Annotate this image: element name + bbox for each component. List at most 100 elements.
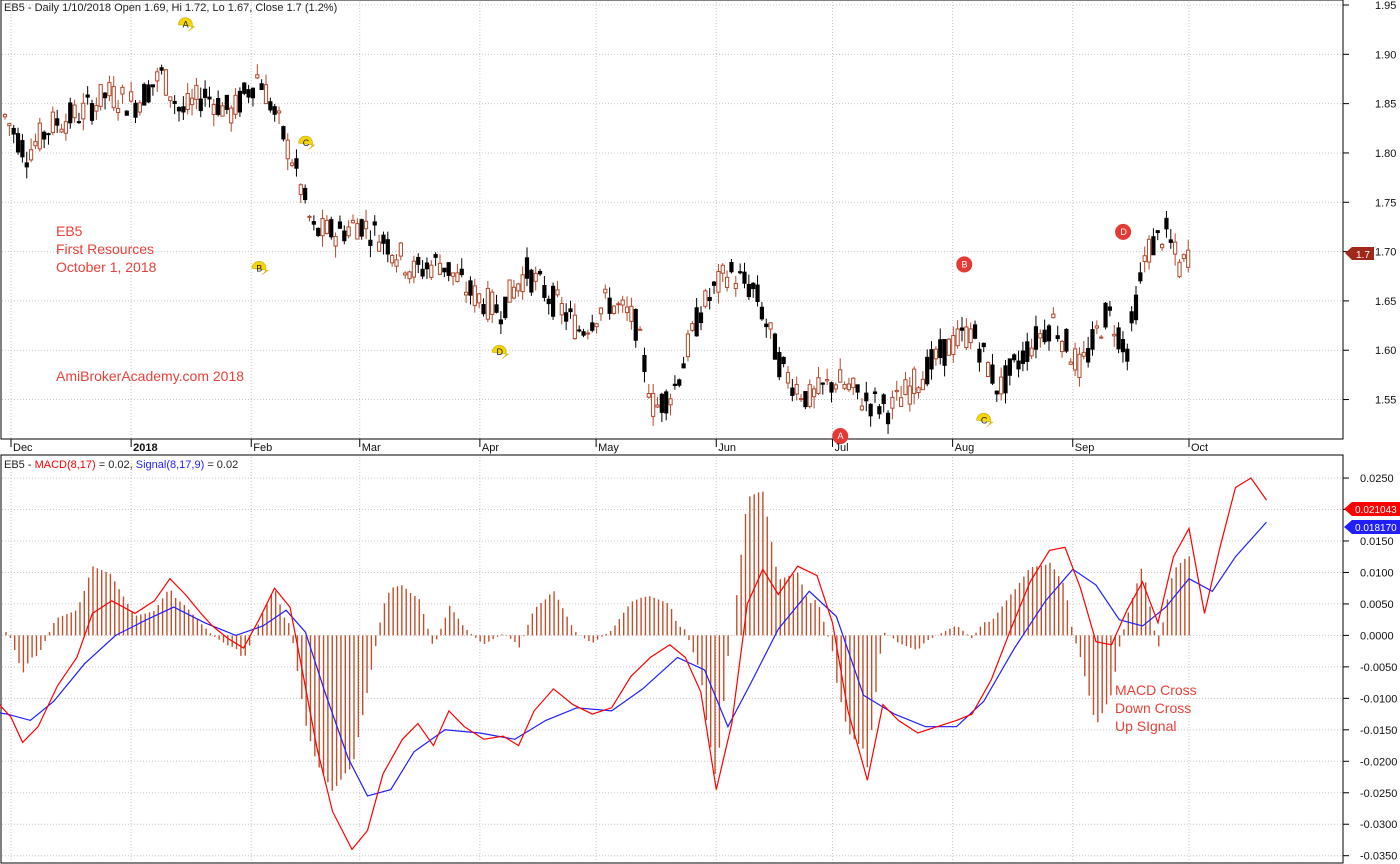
price-candle: [759, 301, 764, 321]
macd-gridlines: [2, 457, 1342, 861]
price-candle: [629, 297, 634, 330]
price-pane[interactable]: A B C D A B C D 1.55 1.60 1.65 1.70 1.75 1.80 1.85 1.9…: [0, 0, 1396, 454]
price-candle: [124, 110, 129, 116]
macd-y-tick-label: 0.0000: [1360, 630, 1394, 642]
price-candle: [133, 99, 138, 124]
signal-marker-b: B: [251, 261, 269, 275]
macd-title: EB5 - MACD(8,17) = 0.02, Signal(8,17,9) …: [4, 459, 238, 471]
price-y-tick-label: 1.80: [1375, 148, 1396, 160]
price-candle: [1138, 262, 1143, 284]
price-candle: [1177, 259, 1182, 278]
price-candle: [59, 123, 64, 134]
price-candle: [864, 381, 869, 412]
price-candle: [281, 125, 286, 142]
price-candle: [333, 232, 338, 258]
macd-y-tick-label: 0.0100: [1360, 567, 1394, 579]
price-candle: [559, 296, 564, 325]
price-y-tick-label: 1.60: [1375, 345, 1396, 357]
price-candle: [377, 234, 382, 252]
signal-marker-letter: D: [496, 347, 503, 357]
price-candle: [1059, 339, 1065, 358]
price-candle: [1051, 307, 1056, 319]
price-candle: [651, 383, 656, 426]
signal-marker-letter: A: [183, 20, 189, 30]
price-candle: [746, 274, 751, 301]
stock-code-label: EB5: [56, 223, 83, 239]
price-candle: [1164, 211, 1169, 238]
signal-value-tag: 0.018170: [1344, 520, 1400, 534]
signal-marker-a: A: [832, 428, 849, 445]
price-candle: [1116, 322, 1121, 354]
price-candle: [790, 378, 795, 402]
price-candle: [946, 337, 952, 356]
price-candle: [1025, 332, 1030, 371]
price-candle: [494, 294, 499, 314]
price-candle: [146, 80, 151, 104]
price-candle: [524, 247, 530, 287]
price-candle: [498, 311, 503, 335]
macd-lines: [0, 477, 1267, 851]
price-candle: [411, 255, 416, 284]
price-candle: [316, 227, 321, 238]
price-y-tick-label: 1.65: [1375, 296, 1396, 308]
price-candle: [933, 346, 938, 366]
price-candle: [94, 97, 99, 120]
price-candle: [1129, 306, 1134, 332]
price-candle: [398, 241, 403, 261]
price-candle: [920, 371, 925, 391]
price-candle: [407, 270, 412, 284]
price-candle: [881, 393, 886, 413]
price-candle: [11, 125, 16, 144]
macd-pane[interactable]: 0.02500.02000.01500.01000.00500.0000-0.0…: [0, 454, 1400, 864]
price-candle: [1120, 331, 1126, 363]
price-candle: [1033, 315, 1039, 359]
price-candle: [424, 257, 430, 280]
price-candle: [738, 263, 743, 275]
signal-marker-d: D: [1115, 223, 1132, 240]
price-candles: [2, 64, 1191, 434]
price-candle: [1077, 347, 1082, 387]
price-candle: [472, 279, 477, 313]
price-candle: [224, 94, 229, 114]
price-candle: [7, 122, 12, 137]
price-candle: [185, 83, 190, 115]
price-candle: [102, 92, 108, 110]
price-candle: [925, 349, 930, 387]
price-candle: [981, 342, 986, 353]
price-candle: [203, 80, 208, 107]
price-candle: [903, 371, 908, 396]
price-candle: [285, 133, 290, 171]
macd-title-prefix: EB5 -: [4, 459, 35, 471]
date-tick-label: Jun: [718, 442, 736, 454]
price-candle: [403, 271, 408, 279]
price-candle: [111, 76, 116, 111]
price-candle: [564, 303, 569, 331]
price-candle: [659, 392, 664, 423]
price-candle: [929, 341, 934, 380]
date-tick-label: Sep: [1075, 442, 1095, 454]
signal-marker-letter: B: [961, 259, 967, 269]
macd-y-tick-label: 0.0250: [1360, 473, 1394, 485]
price-candle: [477, 292, 482, 309]
company-name-label: First Resources: [56, 241, 154, 257]
price-candle: [229, 105, 234, 132]
price-candle: [807, 379, 812, 409]
price-candle: [155, 67, 160, 92]
macd-y-tick-label: -0.0150: [1360, 725, 1397, 737]
price-candle: [851, 377, 856, 396]
price-y-tick-label: 1.55: [1375, 395, 1396, 407]
date-tick-label: 2018: [133, 442, 157, 454]
price-candle: [442, 267, 447, 278]
price-candle: [172, 95, 177, 115]
price-candle: [768, 322, 773, 339]
price-candle: [81, 93, 86, 131]
price-title: EB5 - Daily 1/10/2018 Open 1.69, Hi 1.72…: [4, 2, 337, 14]
price-candle: [1090, 321, 1095, 356]
price-candle: [307, 214, 312, 222]
price-candle: [29, 138, 34, 163]
price-candle: [1112, 325, 1117, 347]
price-candle: [198, 87, 203, 118]
price-candle: [250, 87, 256, 107]
price-candle: [416, 253, 421, 274]
